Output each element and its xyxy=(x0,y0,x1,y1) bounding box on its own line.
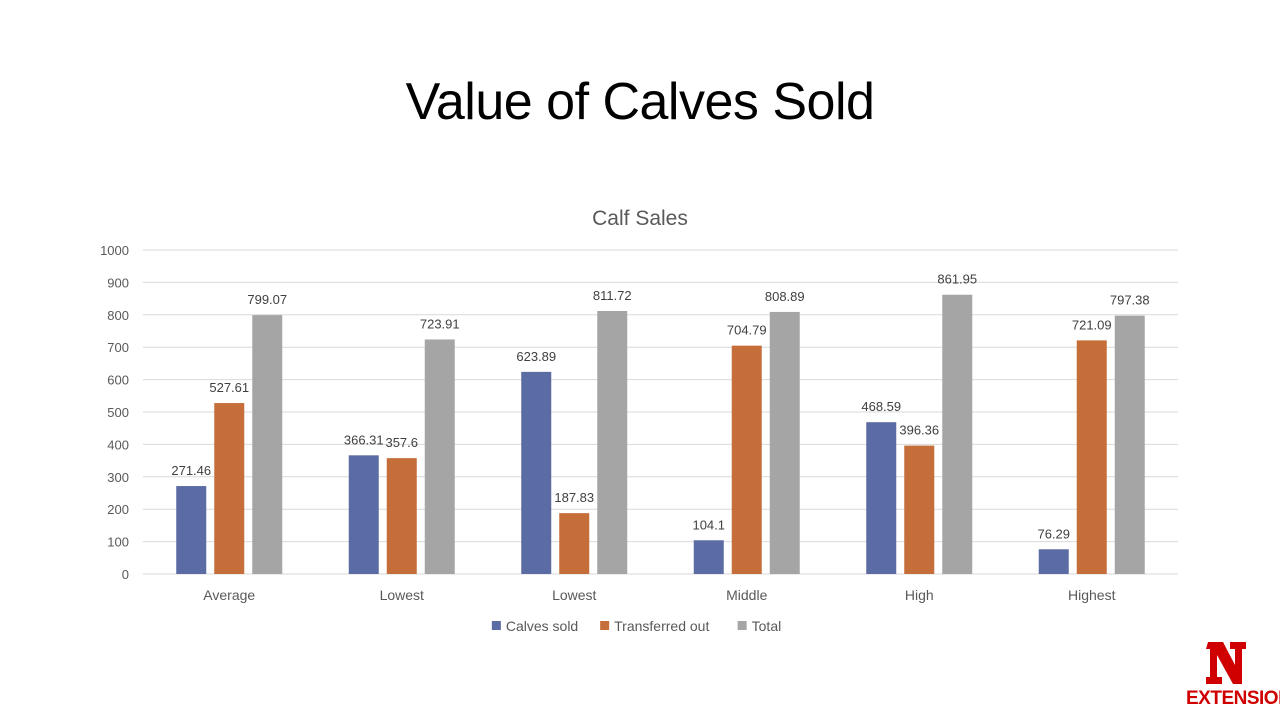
y-tick-label: 800 xyxy=(107,308,129,323)
y-tick-label: 300 xyxy=(107,470,129,485)
nebraska-n-logo-icon xyxy=(1206,642,1246,684)
bar-series xyxy=(176,294,1145,574)
data-label: 527.61 xyxy=(209,380,249,395)
legend-swatch xyxy=(600,621,610,630)
y-tick-label: 600 xyxy=(107,373,129,388)
bar-transferred-out xyxy=(386,458,417,574)
data-label: 104.1 xyxy=(692,517,725,532)
x-tick-label: Highest xyxy=(1068,587,1116,603)
extension-logo: EXTENSION xyxy=(1186,640,1280,712)
bar-total xyxy=(597,311,628,574)
data-label: 623.89 xyxy=(516,349,556,364)
data-label: 396.36 xyxy=(899,423,939,438)
bar-calves-sold xyxy=(866,422,897,574)
x-tick-label: High xyxy=(905,587,934,603)
bar-total xyxy=(424,339,455,574)
y-tick-label: 0 xyxy=(122,567,129,582)
bar-transferred-out xyxy=(214,403,245,574)
chart-title: Calf Sales xyxy=(592,207,688,230)
y-tick-label: 700 xyxy=(107,340,129,355)
y-tick-label: 1000 xyxy=(100,243,129,258)
data-label: 76.29 xyxy=(1037,526,1070,541)
legend-label: Transferred out xyxy=(614,618,709,634)
data-label: 704.79 xyxy=(727,323,767,338)
x-tick-label: Middle xyxy=(726,587,767,603)
legend-label: Calves sold xyxy=(506,618,578,634)
y-axis: 0 100 200 300 400 500 600 700 800 900 1000 xyxy=(100,243,129,582)
x-tick-label: Lowest xyxy=(380,587,424,603)
data-label: 366.31 xyxy=(344,432,384,447)
legend-swatch xyxy=(737,621,747,630)
slide-title: Value of Calves Sold xyxy=(405,73,875,131)
bar-calves-sold xyxy=(348,455,379,574)
data-label: 861.95 xyxy=(937,272,977,287)
data-label: 723.91 xyxy=(420,316,460,331)
x-tick-label: Lowest xyxy=(552,587,596,603)
x-axis: Average Lowest Lowest Middle High Highest xyxy=(203,587,1115,603)
bar-calves-sold xyxy=(521,371,552,574)
legend-label: Total xyxy=(752,618,782,634)
logo-text: EXTENSION xyxy=(1186,688,1280,709)
legend-swatch xyxy=(491,621,501,630)
bar-calves-sold xyxy=(176,486,207,574)
bar-calves-sold xyxy=(1038,549,1069,574)
y-tick-label: 900 xyxy=(107,275,129,290)
data-label: 811.72 xyxy=(593,288,632,303)
data-label: 799.07 xyxy=(247,292,287,307)
data-label: 797.38 xyxy=(1110,293,1150,308)
y-tick-label: 200 xyxy=(107,502,129,517)
data-labels: 271.46 527.61 799.07 366.31 357.6 723.91 623.8… xyxy=(171,272,1149,542)
bar-transferred-out xyxy=(904,445,935,574)
data-label: 187.83 xyxy=(554,490,594,505)
bar-transferred-out xyxy=(731,345,762,574)
data-label: 721.09 xyxy=(1072,317,1112,332)
bar-calves-sold xyxy=(693,540,724,574)
data-label: 357.6 xyxy=(385,435,418,450)
y-tick-label: 500 xyxy=(107,405,129,420)
legend: Calves sold Transferred out Total xyxy=(491,618,782,634)
bar-total xyxy=(252,315,283,574)
gridlines xyxy=(143,249,1178,575)
y-tick-label: 400 xyxy=(107,437,129,452)
data-label: 468.59 xyxy=(861,399,901,414)
bar-transferred-out xyxy=(559,513,590,574)
bar-total xyxy=(769,311,800,574)
bar-transferred-out xyxy=(1076,340,1107,574)
x-tick-label: Average xyxy=(203,587,255,603)
bar-total xyxy=(1114,315,1145,574)
bar-total xyxy=(942,294,973,574)
data-label: 271.46 xyxy=(171,463,211,478)
y-tick-label: 100 xyxy=(107,535,129,550)
data-label: 808.89 xyxy=(765,289,805,304)
